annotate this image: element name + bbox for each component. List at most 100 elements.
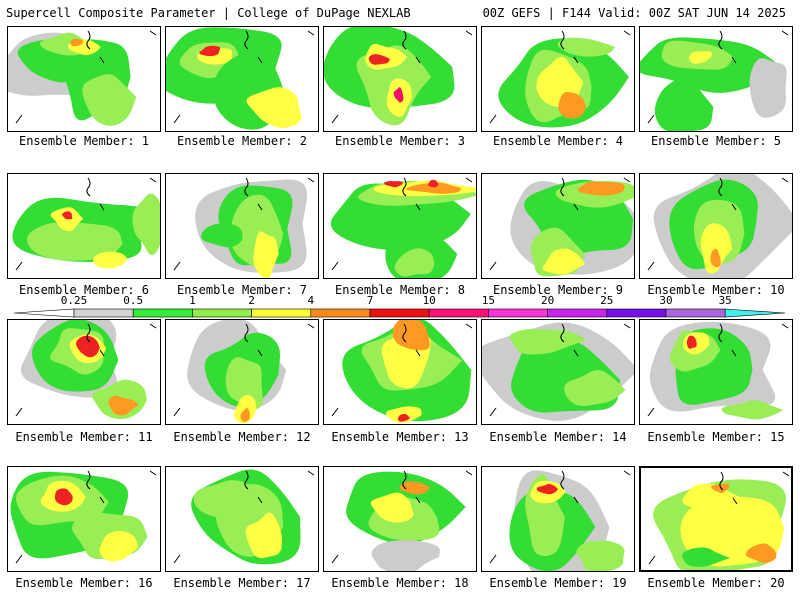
colorbar-segment [369,308,430,318]
ensemble-member-label: Ensemble Member: 1 [18,134,150,148]
geography-outline [86,323,91,343]
colorbar-segment [132,308,193,318]
ensemble-member-label: Ensemble Member: 20 [647,576,785,590]
geography-outline [465,323,473,329]
sbcp-contour-orange [70,38,84,47]
ensemble-member-label: Ensemble Member: 4 [492,134,624,148]
sbcp-field-plot [489,30,631,128]
ensemble-member-map [481,319,635,425]
sbcp-contour-red [428,179,439,188]
sbcp-contour-orange [108,395,139,416]
sbcp-contour-red [62,211,73,220]
colorbar-tick-label: 0.25 [60,294,88,307]
sbcp-contour-yellow [370,492,414,523]
geography-outline [15,114,23,124]
ensemble-member-map [323,466,477,572]
ensemble-member-label: Ensemble Member: 9 [492,283,624,297]
geography-outline [149,177,157,183]
geography-outline [331,114,339,124]
sbcp-field-plot [489,470,631,571]
geography-outline [15,554,23,564]
ensemble-member-label: Ensemble Member: 19 [489,576,627,590]
geography-outline [402,323,407,343]
geography-outline [331,554,339,564]
geography-outline [623,30,631,36]
sbcp-contour-yellow [245,512,283,559]
ensemble-member-map [7,466,161,572]
colorbar-tick-label: 30 [659,294,673,307]
ensemble-member-map [7,173,161,279]
colorbar-segment [73,308,134,318]
sbcp-contour-red [199,45,221,57]
ensemble-member-map [165,319,319,425]
sbcp-contour-green [201,223,243,248]
sbcp-contour-orange [392,320,430,351]
sbcp-contour-gray [749,58,787,118]
geography-outline [489,261,497,271]
sbcp-contour-red [384,181,403,188]
geography-outline [782,471,790,477]
geography-outline [415,349,421,357]
colorbar-segment [251,308,312,318]
geography-outline [257,496,263,504]
sbcp-contour-gray [371,540,440,571]
ensemble-member-label: Ensemble Member: 15 [647,430,785,444]
sbcp-contour-yellow [682,483,743,509]
colorbar-segment [488,308,548,318]
sbcp-contour-orange [577,181,625,196]
sbcp-field-plot [166,27,315,130]
sbcp-contour-yellow [93,251,128,269]
ensemble-member-map [639,173,793,279]
geography-outline [257,203,263,211]
colorbar-scale [13,308,786,318]
colorbar-tick-label: 25 [600,294,614,307]
sbcp-contour-orange [399,481,430,495]
geography-outline [173,114,181,124]
sbcp-contour-red [686,335,697,349]
colorbar-segment [665,308,726,318]
ensemble-member-map [481,173,635,279]
colorbar-low-arrow [13,308,75,318]
geography-outline [173,407,181,417]
ensemble-member-label: Ensemble Member: 5 [650,134,782,148]
sbcp-field-plot [640,30,789,131]
model-run-info: 00Z GEFS | F144 Valid: 00Z SAT JUN 14 20… [482,6,786,20]
ensemble-member-label: Ensemble Member: 17 [173,576,311,590]
sbcp-contour-lgreen [27,221,123,261]
sbcp-field-plot [331,470,473,571]
colorbar-tick-label: 4 [307,294,315,307]
geography-outline [99,203,105,211]
ensemble-member-map [7,319,161,425]
colorbar-tick-label: 7 [366,294,374,307]
ensemble-member-map [323,319,477,425]
sbcp-field-plot [647,321,789,420]
sbcp-contour-orange [710,248,721,268]
geography-outline [573,203,579,211]
geography-outline [415,203,421,211]
sbcp-contour-green [681,547,730,567]
geography-outline [257,56,263,64]
sbcp-contour-yellow [253,231,279,278]
geography-outline [244,30,249,50]
geography-outline [560,323,565,343]
geography-outline [99,56,105,64]
geography-outline [647,407,655,417]
geography-outline [244,470,249,490]
sbcp-contour-lgreen [576,540,625,571]
geography-outline [415,496,421,504]
colorbar-tick-label: 10 [422,294,436,307]
ensemble-member-label: Ensemble Member: 12 [173,430,311,444]
geography-outline [99,496,105,504]
geography-outline [573,349,579,357]
ensemble-member-label: Ensemble Member: 10 [647,283,785,297]
geography-outline [489,554,497,564]
sbcp-field-plot [482,322,634,421]
sbcp-field-plot [647,174,792,278]
map-title: Supercell Composite Parameter | College … [6,6,411,20]
ensemble-member-map [323,26,477,132]
geography-outline [257,349,263,357]
geography-outline [307,323,315,329]
geography-outline [465,470,473,476]
sbcp-field-plot [173,177,315,278]
sbcp-contour-yellow [99,530,139,562]
